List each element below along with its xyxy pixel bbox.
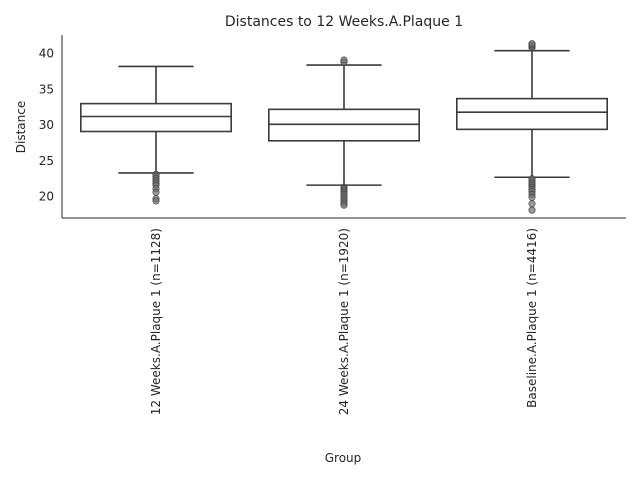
box-group-1: [80, 65, 232, 205]
outlier-point: [528, 193, 536, 201]
iqr-box: [455, 97, 608, 131]
y-axis-ticks: 20 25 30 35 40: [39, 47, 54, 204]
outlier-point: [528, 40, 536, 48]
y-tick-label-20: 20: [39, 190, 54, 204]
outlier-point: [340, 56, 348, 64]
x-tick-label-1: 12 Weeks.A.Plaque 1 (n=1128): [149, 228, 163, 415]
y-tick-label-40: 40: [39, 47, 54, 61]
outlier-point: [528, 206, 536, 214]
y-axis-label: Distance: [14, 101, 28, 153]
chart-title: Distances to 12 Weeks.A.Plaque 1: [225, 14, 463, 30]
boxes-layer: [80, 40, 608, 214]
box-group-2: [267, 56, 420, 209]
y-tick-label-30: 30: [39, 118, 54, 132]
iqr-box: [80, 102, 232, 133]
outlier-point: [528, 200, 536, 208]
outlier-point: [152, 197, 160, 205]
box-group-3: [455, 40, 608, 214]
x-axis-label: Group: [325, 451, 362, 465]
x-tick-label-3: Baseline.A.Plaque 1 (n=4416): [525, 228, 539, 408]
outlier-point: [340, 201, 348, 209]
outlier-point: [152, 188, 160, 196]
y-tick-label-25: 25: [39, 154, 54, 168]
x-tick-label-2: 24 Weeks.A.Plaque 1 (n=1920): [337, 228, 351, 415]
x-axis-ticks: 12 Weeks.A.Plaque 1 (n=1128) 24 Weeks.A.P…: [149, 228, 539, 415]
y-tick-label-35: 35: [39, 82, 54, 96]
